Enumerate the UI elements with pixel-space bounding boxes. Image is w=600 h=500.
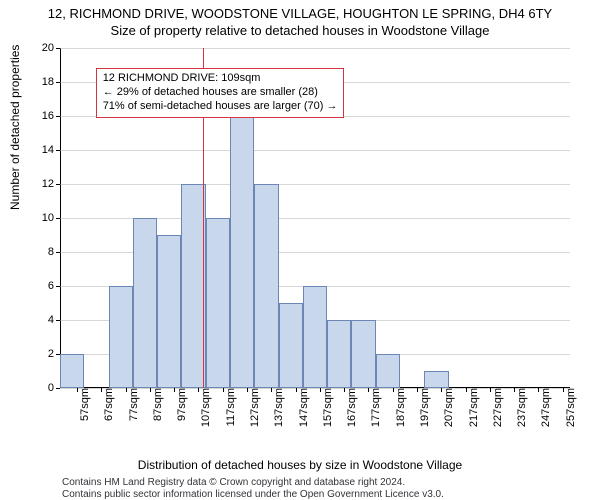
x-axis-label: Distribution of detached houses by size …: [0, 458, 600, 472]
histogram-bar: [254, 184, 278, 388]
x-tick-mark: [198, 388, 199, 392]
x-tick-mark: [538, 388, 539, 392]
x-tick-label: 157sqm: [320, 388, 334, 427]
x-tick-label: 167sqm: [344, 388, 358, 427]
annotation-line: 71% of semi-detached houses are larger (…: [103, 100, 338, 114]
gridline: [60, 48, 570, 49]
histogram-bar: [133, 218, 157, 388]
annotation-box: 12 RICHMOND DRIVE: 109sqm← 29% of detach…: [96, 68, 345, 117]
x-tick-label: 217sqm: [466, 388, 480, 427]
histogram-bar: [376, 354, 400, 388]
x-tick-mark: [247, 388, 248, 392]
x-tick-label: 207sqm: [441, 388, 455, 427]
histogram-bar: [303, 286, 327, 388]
annotation-line: 12 RICHMOND DRIVE: 109sqm: [103, 72, 338, 86]
x-tick-mark: [271, 388, 272, 392]
histogram-bar: [109, 286, 133, 388]
histogram-bar: [424, 371, 448, 388]
y-tick-mark: [56, 116, 60, 117]
x-tick-label: 67sqm: [101, 388, 115, 421]
y-tick-mark: [56, 48, 60, 49]
histogram-bar: [206, 218, 230, 388]
chart-title-sub: Size of property relative to detached ho…: [0, 21, 600, 38]
y-tick-mark: [56, 320, 60, 321]
y-tick-mark: [56, 218, 60, 219]
x-tick-label: 147sqm: [296, 388, 310, 427]
x-tick-mark: [417, 388, 418, 392]
x-tick-label: 237sqm: [514, 388, 528, 427]
y-tick-mark: [56, 388, 60, 389]
x-tick-label: 137sqm: [271, 388, 285, 427]
x-tick-label: 187sqm: [393, 388, 407, 427]
footer-line-1: Contains HM Land Registry data © Crown c…: [62, 477, 405, 488]
x-tick-label: 57sqm: [77, 388, 91, 421]
x-tick-label: 127sqm: [247, 388, 261, 427]
y-tick-mark: [56, 252, 60, 253]
histogram-bar: [327, 320, 351, 388]
histogram-bar: [230, 116, 254, 388]
plot-area: 0246810121416182057sqm67sqm77sqm87sqm97s…: [60, 48, 570, 388]
histogram-bar: [157, 235, 181, 388]
gridline: [60, 150, 570, 151]
gridline: [60, 184, 570, 185]
y-tick-mark: [56, 184, 60, 185]
histogram-bar: [60, 354, 84, 388]
x-tick-mark: [563, 388, 564, 392]
x-tick-mark: [320, 388, 321, 392]
footer-line-2: Contains public sector information licen…: [62, 489, 444, 500]
x-tick-mark: [441, 388, 442, 392]
x-tick-mark: [368, 388, 369, 392]
x-tick-mark: [150, 388, 151, 392]
histogram-bar: [279, 303, 303, 388]
x-tick-mark: [223, 388, 224, 392]
x-tick-mark: [174, 388, 175, 392]
chart-title-main: 12, RICHMOND DRIVE, WOODSTONE VILLAGE, H…: [0, 0, 600, 21]
x-tick-label: 177sqm: [368, 388, 382, 427]
x-tick-label: 97sqm: [174, 388, 188, 421]
x-tick-label: 87sqm: [150, 388, 164, 421]
x-tick-mark: [344, 388, 345, 392]
y-tick-mark: [56, 286, 60, 287]
x-tick-mark: [77, 388, 78, 392]
x-tick-mark: [101, 388, 102, 392]
histogram-bar: [181, 184, 205, 388]
x-tick-mark: [126, 388, 127, 392]
histogram-bar: [351, 320, 375, 388]
x-tick-mark: [514, 388, 515, 392]
x-tick-mark: [466, 388, 467, 392]
x-tick-mark: [296, 388, 297, 392]
y-axis-label: Number of detached properties: [8, 45, 22, 210]
x-tick-label: 227sqm: [490, 388, 504, 427]
y-tick-mark: [56, 150, 60, 151]
x-tick-label: 197sqm: [417, 388, 431, 427]
x-tick-label: 257sqm: [563, 388, 577, 427]
x-tick-label: 107sqm: [198, 388, 212, 427]
x-tick-mark: [393, 388, 394, 392]
y-tick-mark: [56, 82, 60, 83]
x-tick-label: 247sqm: [538, 388, 552, 427]
chart-container: 12, RICHMOND DRIVE, WOODSTONE VILLAGE, H…: [0, 0, 600, 500]
x-tick-label: 117sqm: [223, 388, 237, 426]
annotation-line: ← 29% of detached houses are smaller (28…: [103, 86, 338, 100]
x-tick-label: 77sqm: [126, 388, 140, 421]
x-tick-mark: [490, 388, 491, 392]
